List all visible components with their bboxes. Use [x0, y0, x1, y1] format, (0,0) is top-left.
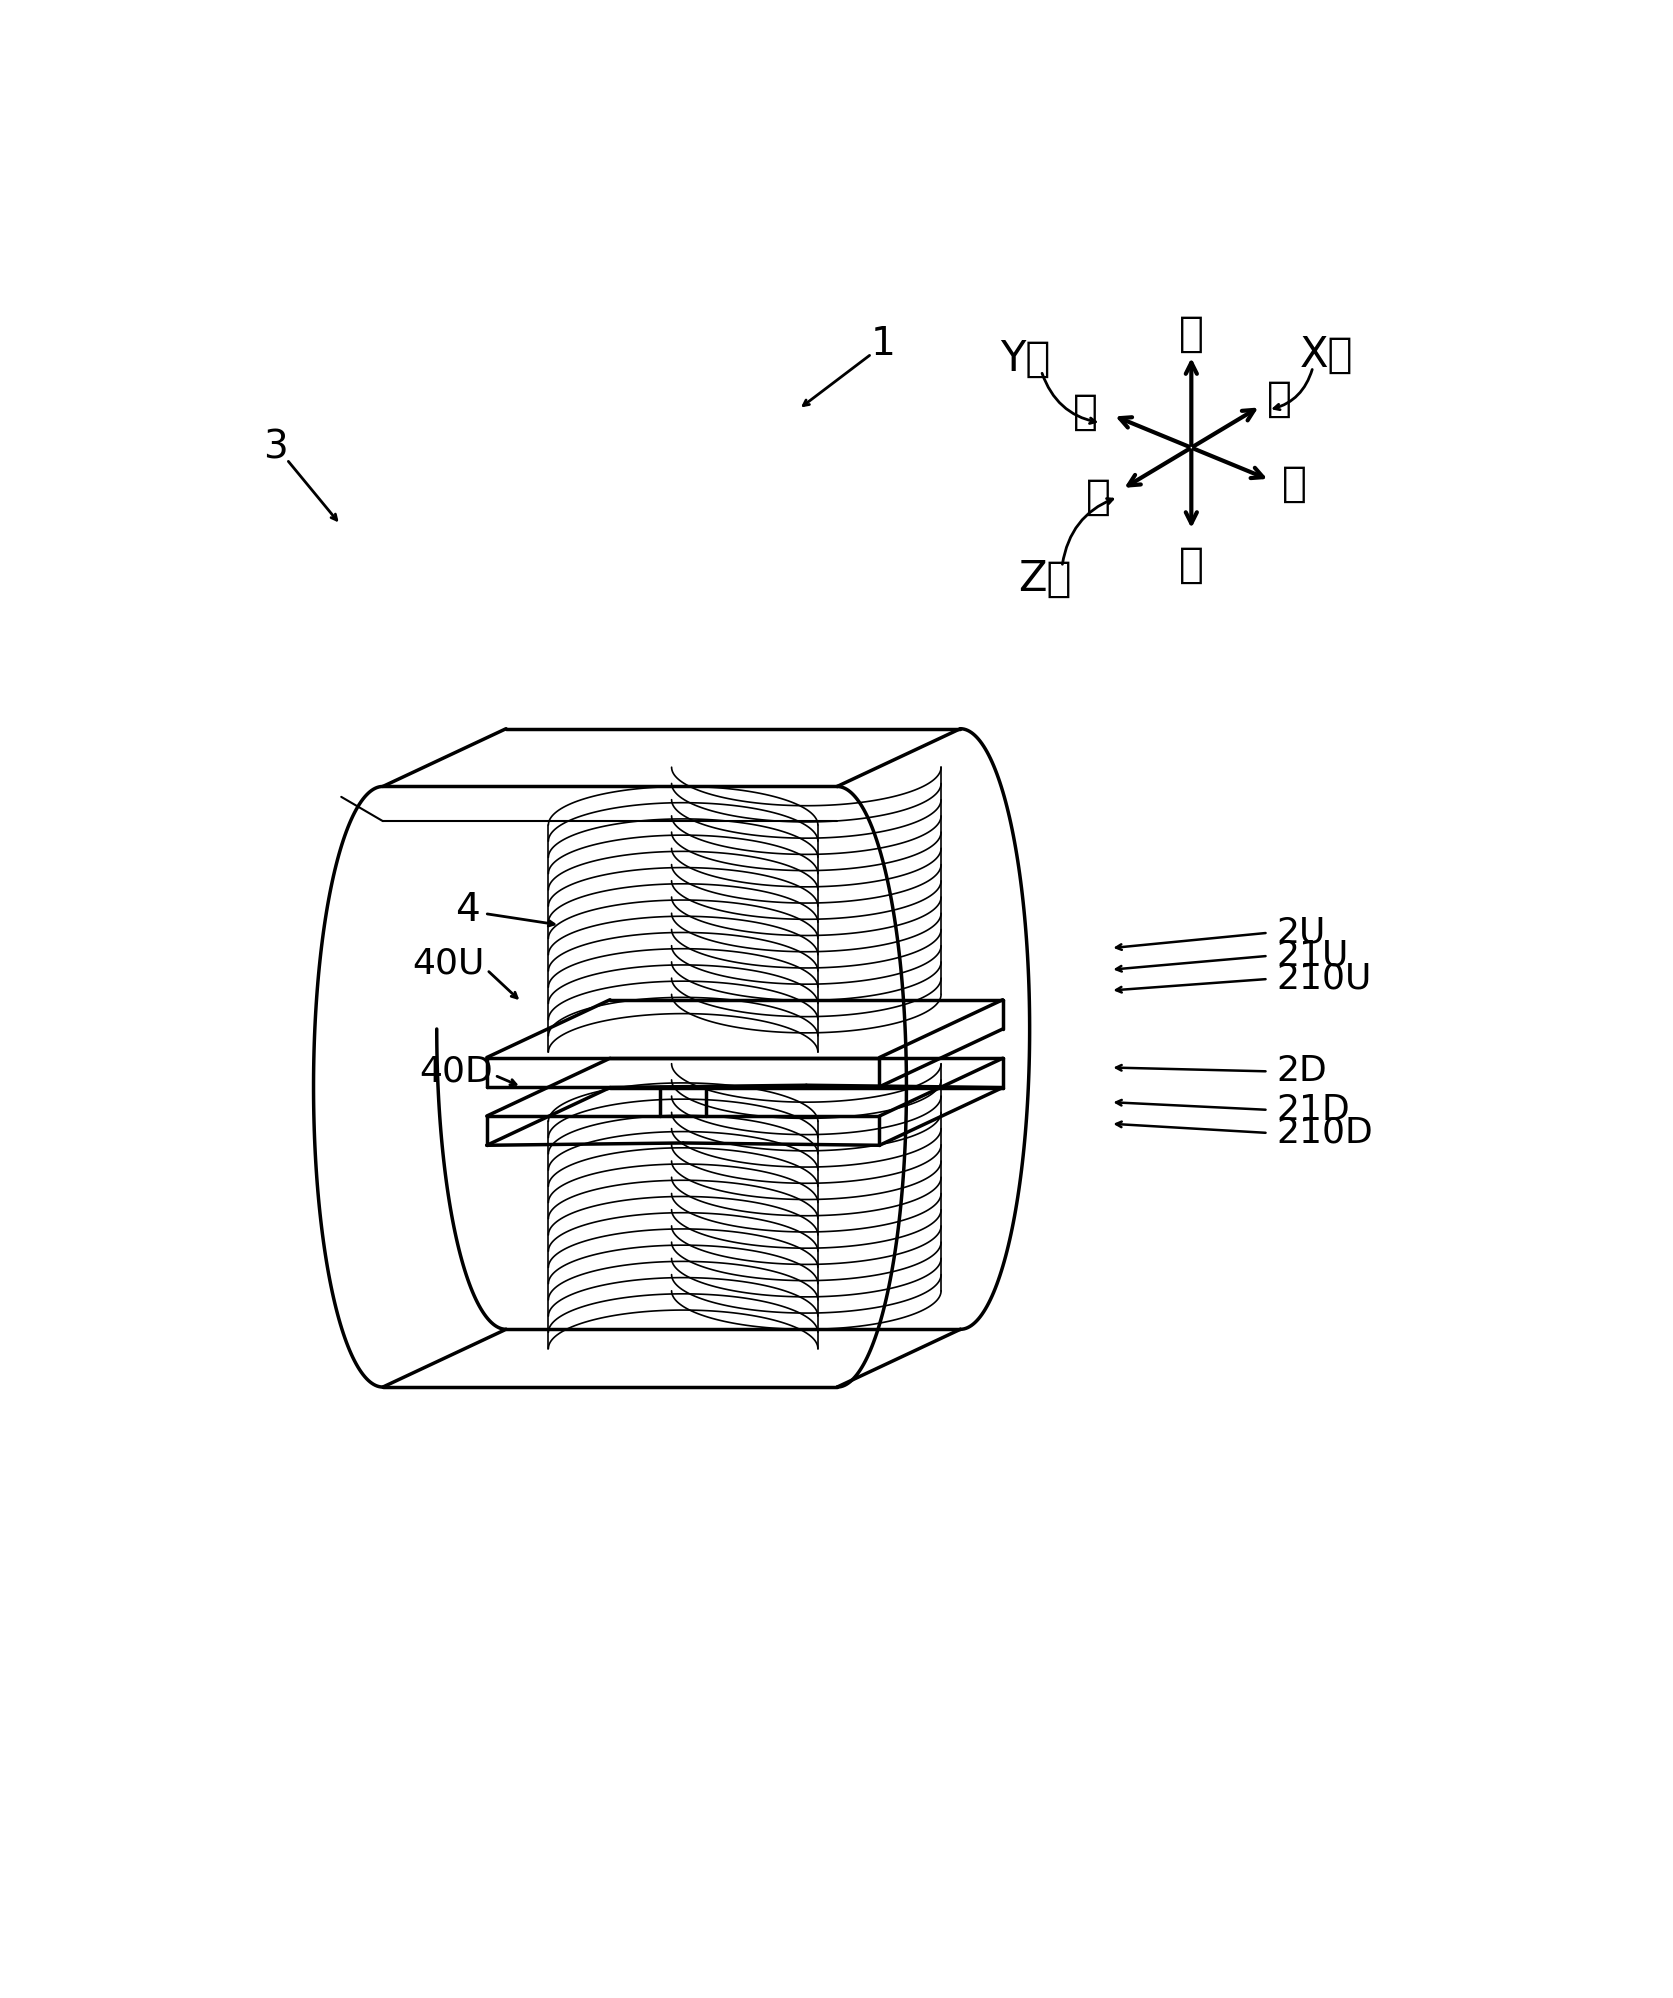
Text: 40D: 40D: [418, 1055, 492, 1089]
Text: 21U: 21U: [1275, 939, 1348, 973]
Text: 1: 1: [870, 326, 895, 364]
Text: X轴: X轴: [1298, 334, 1352, 376]
Text: 右: 右: [1282, 464, 1307, 505]
Text: 21D: 21D: [1275, 1093, 1348, 1127]
Text: Z轴: Z轴: [1017, 557, 1071, 599]
Text: 下: 下: [1178, 543, 1203, 585]
Text: 2D: 2D: [1275, 1055, 1327, 1089]
Text: 210D: 210D: [1275, 1117, 1372, 1151]
Text: 前: 前: [1086, 476, 1111, 517]
Text: Y轴: Y轴: [1000, 338, 1051, 380]
Text: 210U: 210U: [1275, 961, 1370, 995]
Text: 3: 3: [263, 430, 288, 468]
Text: 上: 上: [1178, 314, 1203, 356]
Text: 4: 4: [455, 891, 480, 929]
Text: 40U: 40U: [412, 947, 483, 981]
Text: 2U: 2U: [1275, 915, 1325, 949]
Text: 左: 左: [1072, 390, 1097, 432]
Text: 后: 后: [1266, 378, 1292, 420]
